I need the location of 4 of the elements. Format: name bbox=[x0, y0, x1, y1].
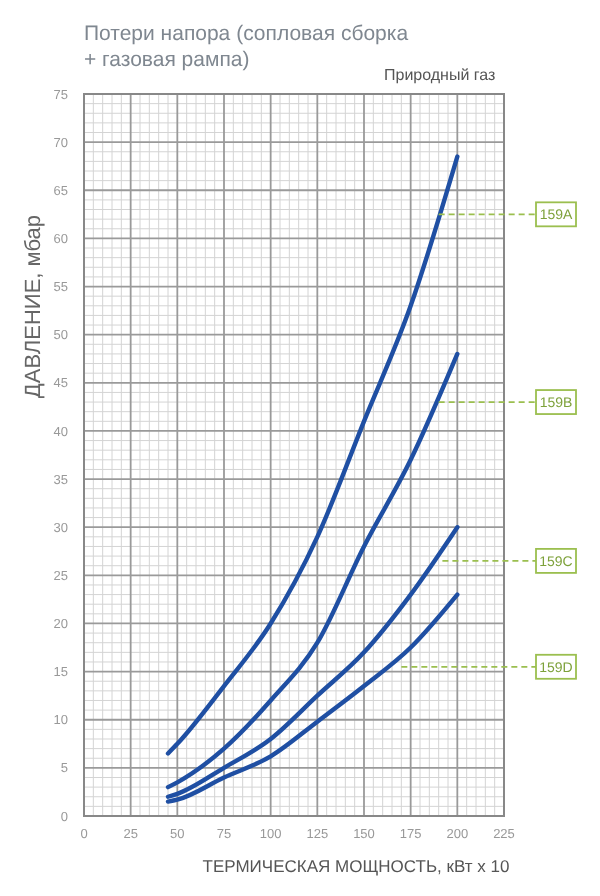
chart-subtitle: Природный газ bbox=[384, 66, 497, 84]
chart-title: Потери напора (сопловая сборка + газовая рампа) bbox=[84, 22, 409, 72]
x-axis-title: ТЕРМИЧЕСКАЯ МОЩНОСТЬ, кВт x 10 bbox=[202, 856, 510, 876]
y-axis-title: ДАВЛЕНИЕ, мбар bbox=[22, 215, 46, 399]
